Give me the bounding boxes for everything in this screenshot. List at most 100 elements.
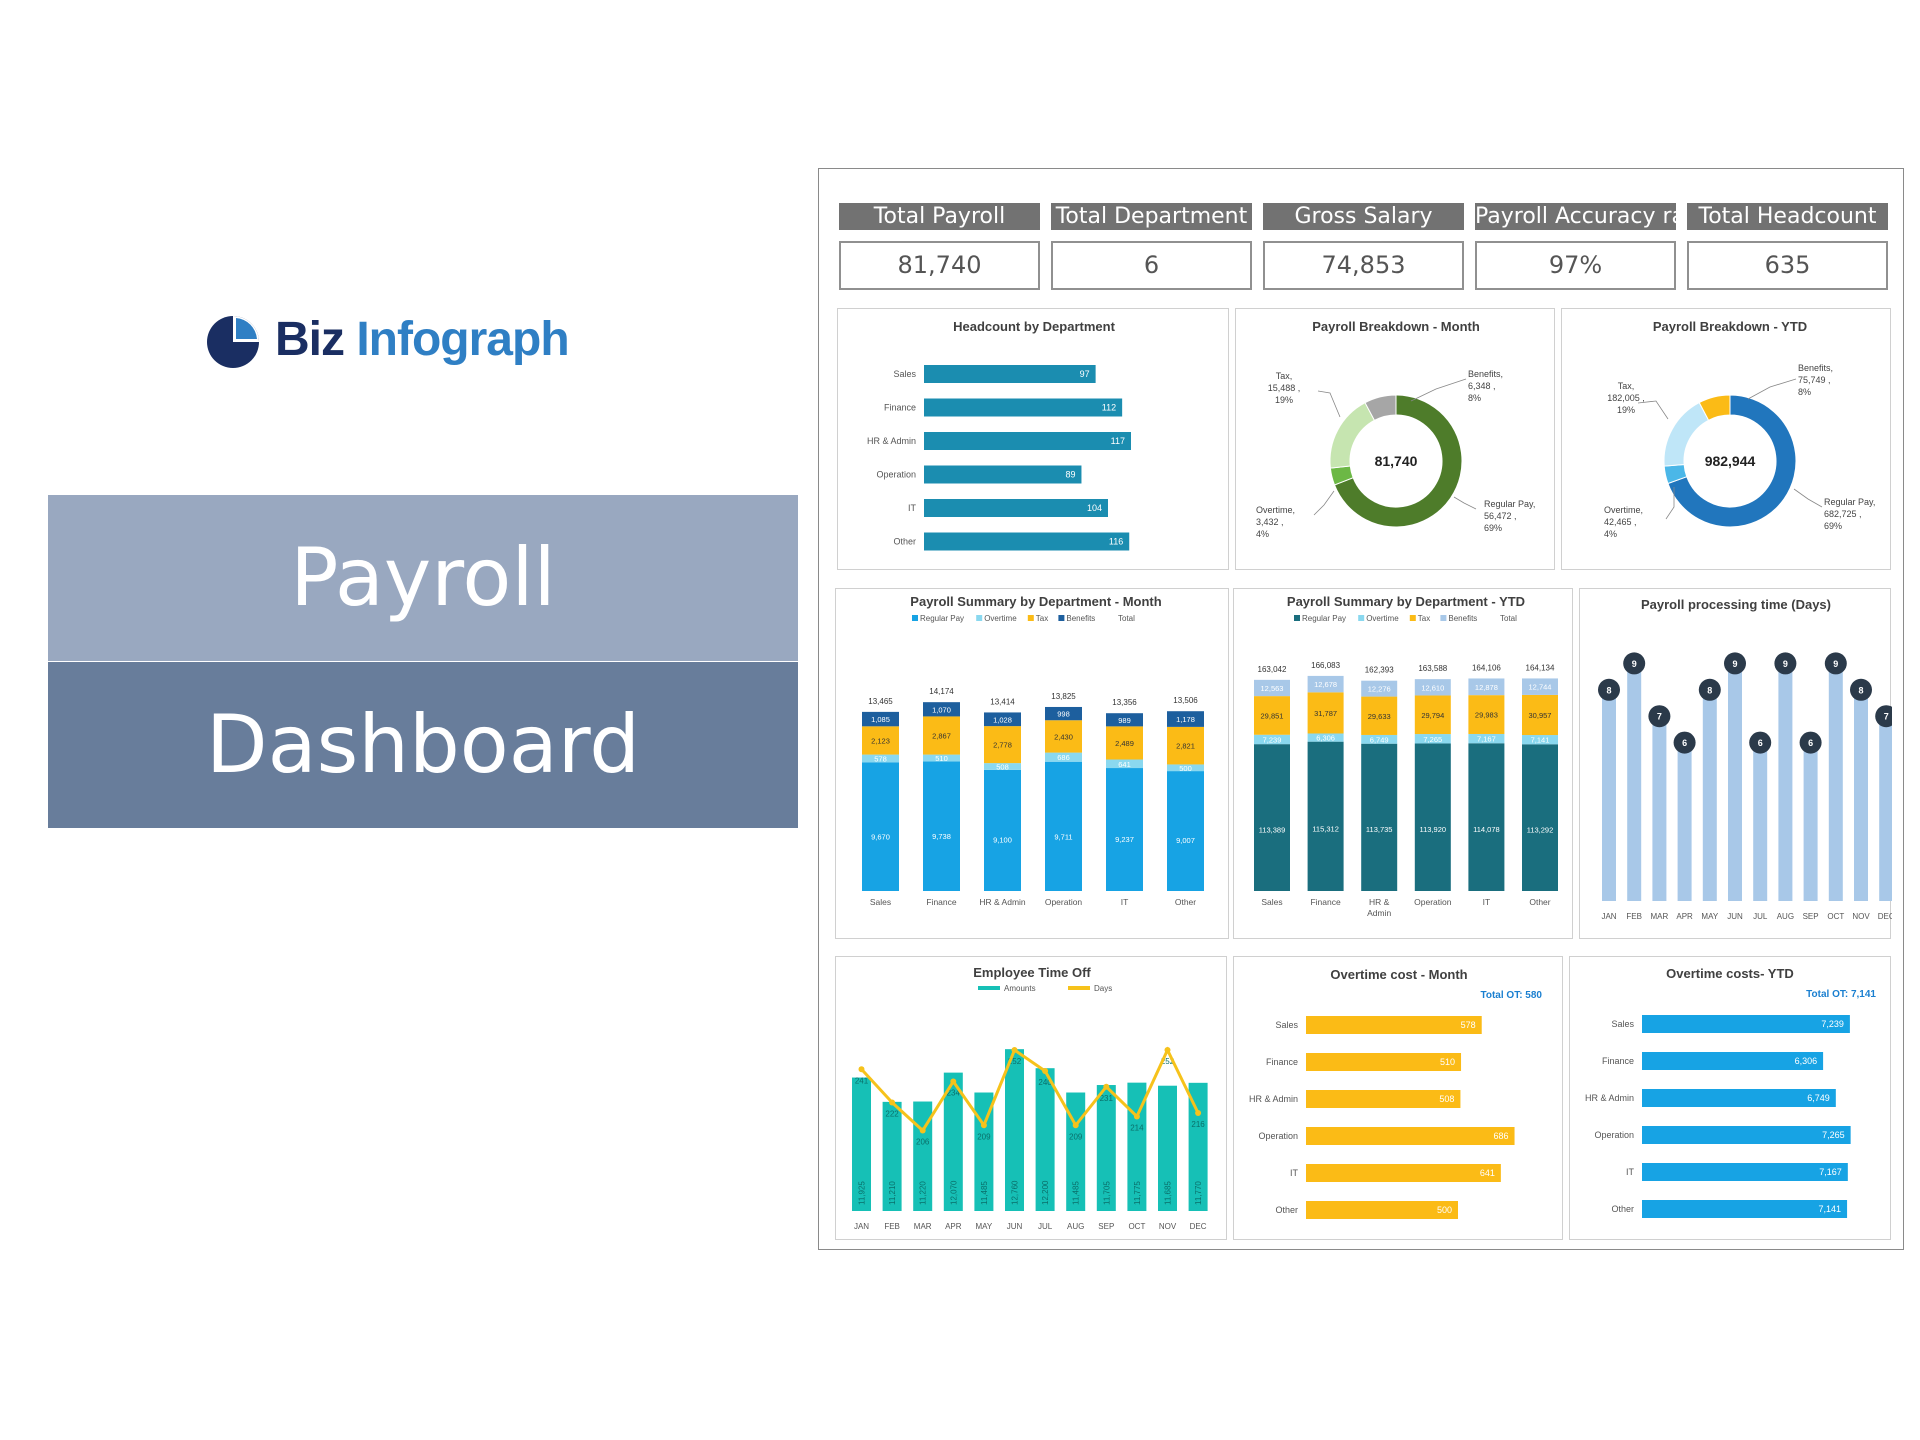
bar-sales [924, 365, 1096, 383]
card-ot-month: Overtime cost - Month Total OT: 580 Sales 5… [1233, 956, 1563, 1240]
category-label-finance: Finance [884, 403, 916, 413]
legend-label-benefits: Benefits [1448, 614, 1477, 623]
category-label-jul: JUL [1753, 912, 1768, 921]
bar-operation [1642, 1126, 1851, 1144]
data-label-overtime-operation: 686 [1057, 753, 1070, 762]
category-label-operation: Operation [1258, 1131, 1298, 1141]
leader-line-tax [1637, 400, 1669, 420]
data-label-apr: 6 [1682, 738, 1687, 748]
chart-title: Headcount by Department [953, 319, 1115, 334]
category-label-hr-admin: HR & Admin [1249, 1094, 1298, 1104]
bar-regular-pay-sales [862, 762, 899, 891]
kpi-value-total-headcount: 635 [1687, 241, 1888, 290]
card-ot-ytd: Overtime costs- YTD Total OT: 7,141 Sales 7… [1569, 956, 1891, 1240]
data-label-mar: 7 [1657, 712, 1662, 722]
data-label-days-nov: 252 [1161, 1057, 1175, 1066]
total-ot-annotation: Total OT: 580 [1481, 990, 1543, 1001]
bar-tax-operation [1045, 720, 1082, 753]
data-label-days-may: 209 [977, 1132, 991, 1141]
legend-label-total: Total [1500, 614, 1517, 623]
chart-title: Payroll Breakdown - Month [1312, 319, 1480, 334]
total-label-it: 13,356 [1112, 698, 1137, 707]
card-time-off: Employee Time Off Amounts Days 11,925 241 JAN… [835, 956, 1227, 1240]
legend-swatch-benefits [1440, 615, 1447, 621]
kpi-value-gross-salary: 74,853 [1263, 241, 1464, 290]
bar-oct [1828, 663, 1843, 901]
data-label-amount-sep: 11,705 [1102, 1181, 1111, 1205]
data-label-amount-jul: 12,200 [1041, 1180, 1050, 1205]
category-label-hr-admin: HR & [1369, 897, 1390, 907]
category-label-aug: AUG [1067, 1222, 1084, 1231]
data-label-tax-hr-admin: 2,778 [993, 741, 1012, 750]
data-label-finance: 6,306 [1795, 1056, 1818, 1066]
legend-label-overtime: Overtime [1366, 614, 1399, 623]
bar-benefits-sales [1254, 679, 1290, 697]
bar-hr-admin [1306, 1090, 1461, 1108]
data-label-jul: 6 [1758, 738, 1763, 748]
bar-finance [924, 398, 1123, 417]
bar-tax-sales [1254, 696, 1290, 735]
data-label-overtime-it: 7,167 [1477, 735, 1496, 744]
category-label-hr-admin: HR & Admin [867, 436, 916, 446]
title-line-dashboard: Dashboard [48, 662, 798, 828]
total-label-sales: 13,465 [868, 697, 893, 706]
category-label-other: Other [1275, 1205, 1298, 1215]
kpi-label-gross-salary: Gross Salary [1263, 203, 1464, 230]
bar-operation [1306, 1127, 1515, 1145]
leader-line-regular-pay [1453, 496, 1477, 510]
bar-overtime-finance [1307, 733, 1344, 742]
bar-apr [1677, 736, 1692, 901]
data-label-overtime-sales: 7,239 [1263, 735, 1282, 744]
data-label-benefits-operation: 12,610 [1421, 683, 1444, 692]
card-breakdown-month: Payroll Breakdown - Month 81,740 Regular P… [1235, 308, 1555, 570]
kpi-label-total-headcount: Total Headcount [1687, 203, 1888, 230]
leader-line-regular-pay [1793, 488, 1823, 508]
bar-sep [1803, 736, 1818, 901]
category-label-operation: Operation [1414, 897, 1452, 907]
category-label-finance: Finance [1602, 1056, 1634, 1066]
bar-overtime-operation [1414, 734, 1451, 744]
leader-line-benefits [1410, 378, 1467, 402]
bar-feb [1627, 663, 1642, 901]
days-point-may [980, 1122, 987, 1129]
kpi-value-total-department: 6 [1051, 241, 1252, 290]
category-label-it: IT [908, 503, 917, 513]
data-label-tax-finance: 2,867 [932, 732, 951, 741]
leader-line-overtime [1313, 490, 1335, 516]
point-marker-nov [1850, 678, 1872, 701]
slice-label-regular-pay: Regular Pay, 682,725 , 69% [1824, 497, 1875, 531]
bar-overtime-other [1167, 764, 1204, 772]
data-label-amount-nov: 11,685 [1164, 1181, 1173, 1205]
data-label-tax-it: 29,983 [1475, 711, 1498, 720]
bar-other [1306, 1201, 1458, 1219]
bar-amount-jun [1005, 1049, 1024, 1211]
category-label-sales: Sales [1275, 1020, 1298, 1030]
legend-swatch-overtime [976, 615, 983, 621]
data-label-tax-other: 30,957 [1529, 711, 1552, 720]
bar-hr-admin [1642, 1089, 1836, 1107]
category-label-it: IT [1290, 1168, 1299, 1178]
category-label-sales: Sales [1261, 897, 1282, 907]
legend-swatch-regular-pay [1294, 615, 1300, 621]
data-label-it: 104 [1087, 503, 1102, 513]
category-label-oct: OCT [1827, 912, 1844, 921]
bar-sales [1306, 1016, 1482, 1034]
point-marker-jul [1749, 731, 1772, 754]
total-ot-annotation: Total OT: 7,141 [1806, 989, 1876, 1000]
legend-label-regular-pay: Regular Pay [1302, 614, 1346, 623]
card-summary-month: Payroll Summary by Department - Month Reg… [835, 588, 1229, 939]
bar-tax-other [1167, 726, 1204, 765]
slice-tax [1663, 401, 1710, 467]
card-processing-time: Payroll processing time (Days) 8 JAN 9 FEB 7 M… [1579, 588, 1892, 939]
total-label-hr-admin: 13,414 [990, 697, 1015, 706]
data-label-days-mar: 206 [916, 1138, 930, 1147]
bar-finance [1306, 1053, 1462, 1071]
data-label-operation: 686 [1494, 1131, 1509, 1141]
bar-amount-dec [1188, 1082, 1208, 1211]
bar-regular-pay-it [1468, 743, 1505, 891]
bar-amount-nov [1158, 1085, 1177, 1211]
bar-amount-aug [1066, 1092, 1086, 1211]
chart-title: Payroll Breakdown - YTD [1653, 319, 1807, 334]
bar-regular-pay-hr-admin [984, 769, 1021, 891]
bar-tax-sales [862, 726, 899, 755]
